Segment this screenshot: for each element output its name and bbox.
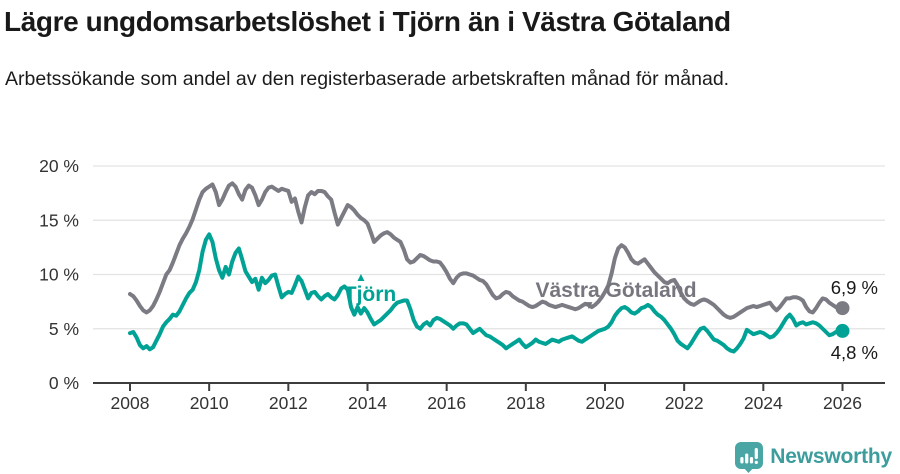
svg-text:2024: 2024 bbox=[744, 393, 783, 413]
svg-text:2008: 2008 bbox=[111, 393, 150, 413]
svg-text:10 %: 10 % bbox=[39, 265, 79, 285]
svg-text:20 %: 20 % bbox=[39, 156, 79, 176]
newsworthy-logo-icon bbox=[735, 442, 764, 473]
svg-text:2014: 2014 bbox=[348, 393, 387, 413]
chart-subtitle: Arbetssökande som andel av den registerb… bbox=[5, 68, 730, 90]
svg-text:2022: 2022 bbox=[665, 393, 704, 413]
footer-branding: Newsworthy bbox=[734, 441, 892, 473]
svg-text:2016: 2016 bbox=[427, 393, 466, 413]
unemployment-line-chart: 0 % 5 % 10 % 15 % 20 % 2008 2010 2012 2014 2016 20… bbox=[39, 156, 885, 413]
svg-text:▼: ▼ bbox=[583, 298, 595, 312]
svg-text:2018: 2018 bbox=[506, 393, 545, 413]
svg-text:4,8 %: 4,8 % bbox=[831, 342, 878, 363]
brand-name: Newsworthy bbox=[770, 445, 892, 468]
svg-text:2010: 2010 bbox=[190, 393, 229, 413]
svg-text:0 %: 0 % bbox=[49, 373, 79, 393]
svg-text:Västra Götaland: Västra Götaland bbox=[535, 279, 696, 302]
svg-text:5 %: 5 % bbox=[49, 319, 79, 339]
svg-text:2020: 2020 bbox=[586, 393, 625, 413]
svg-text:6,9 %: 6,9 % bbox=[831, 277, 878, 298]
svg-text:▲: ▲ bbox=[355, 270, 367, 284]
svg-text:Tjörn: Tjörn bbox=[344, 283, 397, 306]
svg-text:15 %: 15 % bbox=[39, 210, 79, 230]
svg-text:2026: 2026 bbox=[823, 393, 862, 413]
svg-text:2012: 2012 bbox=[269, 393, 308, 413]
page-title: Lägre ungdomsarbetslöshet i Tjörn än i V… bbox=[4, 6, 731, 37]
